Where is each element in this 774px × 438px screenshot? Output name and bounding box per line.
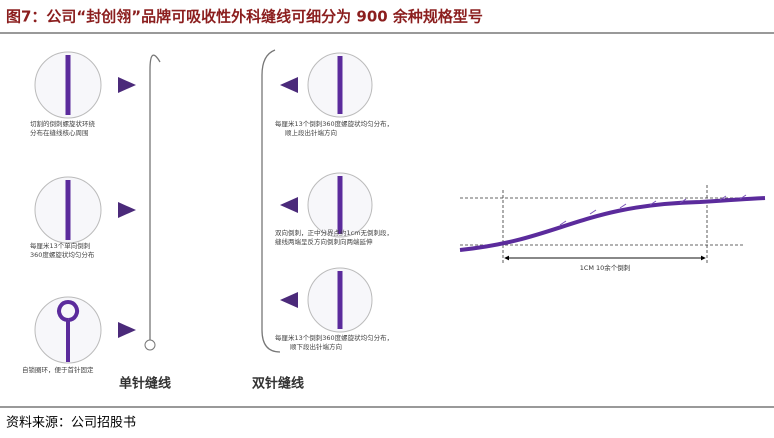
caption: 自锁圈环，便于首针固定 (22, 365, 94, 374)
double-panel (261, 49, 373, 353)
caption: 顺下段出针端方向 (290, 342, 342, 351)
source: 资料来源：公司招股书 (6, 416, 136, 431)
caption: 双向倒刺，正中分界点约1cm无倒刺段， (275, 228, 393, 237)
caption: 顺上段出针端方向 (285, 128, 337, 137)
caption: 切割的倒刺螺旋状环绕 (30, 119, 96, 128)
caption: 缝线两端呈反方向倒刺向两端延伸 (275, 237, 373, 246)
caption: 360度螺旋状均匀分布 (30, 250, 95, 259)
caption: 每厘米13个倒刺360度螺旋状均匀分布， (275, 119, 393, 128)
caption: 分布在缝线核心周围 (30, 128, 89, 137)
caption: 每厘米13个单向倒刺 (30, 241, 90, 250)
panel-label: 双针缝线 (252, 376, 304, 392)
detail-label: 1CM 10余个倒刺 (580, 263, 631, 272)
panel-label: 单针缝线 (119, 376, 171, 392)
caption: 每厘米13个倒刺360度螺旋状均匀分布， (275, 333, 393, 342)
title: 图7：公司“封创翎”品牌可吸收性外科缝线可细分为 900 余种规格型号 (6, 8, 483, 26)
single-panel (34, 51, 161, 364)
detail-diagram (459, 185, 766, 265)
